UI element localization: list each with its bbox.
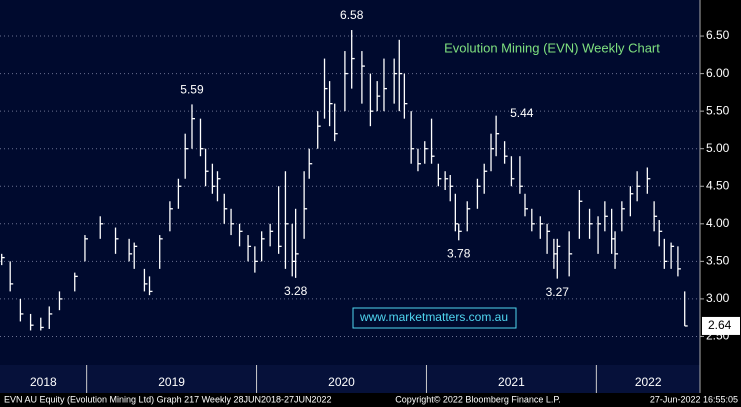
annotation: 3.78 (447, 247, 471, 261)
annotation: 3.27 (546, 285, 570, 299)
watermark-box (352, 307, 517, 329)
watermark: www.marketmatters.com.au (359, 310, 508, 324)
footer-left: EVN AU Equity (Evolution Mining Ltd) Gra… (4, 394, 332, 404)
annotation: 5.59 (180, 83, 204, 97)
year-label: 2020 (328, 375, 355, 389)
footer-center: Copyright© 2022 Bloomberg Finance L.P. (395, 394, 561, 404)
year-label: 2018 (30, 375, 57, 389)
y-tick-label: 3.50 (706, 254, 730, 268)
x-axis-band (0, 365, 700, 393)
year-label: 2019 (158, 375, 185, 389)
year-label: 2022 (635, 375, 662, 389)
y-tick-label: 5.50 (706, 103, 730, 117)
plot-area (0, 0, 700, 365)
y-tick-label: 4.50 (706, 178, 730, 192)
y-tick-label: 3.00 (706, 291, 730, 305)
chart-title: Evolution Mining (EVN) Weekly Chart (444, 40, 660, 55)
footer-right: 27-Jun-2022 16:55:05 (650, 394, 738, 404)
y-tick-label: 6.00 (706, 66, 730, 80)
y-tick-label: 4.00 (706, 216, 730, 230)
annotation: 5.44 (510, 106, 534, 120)
annotation: 3.28 (284, 284, 308, 298)
last-price-label: 2.64 (708, 318, 732, 332)
last-price-box (702, 316, 740, 335)
y-tick-label: 6.50 (706, 28, 730, 42)
annotation: 6.58 (340, 8, 364, 22)
y-tick-label: 5.00 (706, 141, 730, 155)
year-label: 2021 (498, 375, 525, 389)
